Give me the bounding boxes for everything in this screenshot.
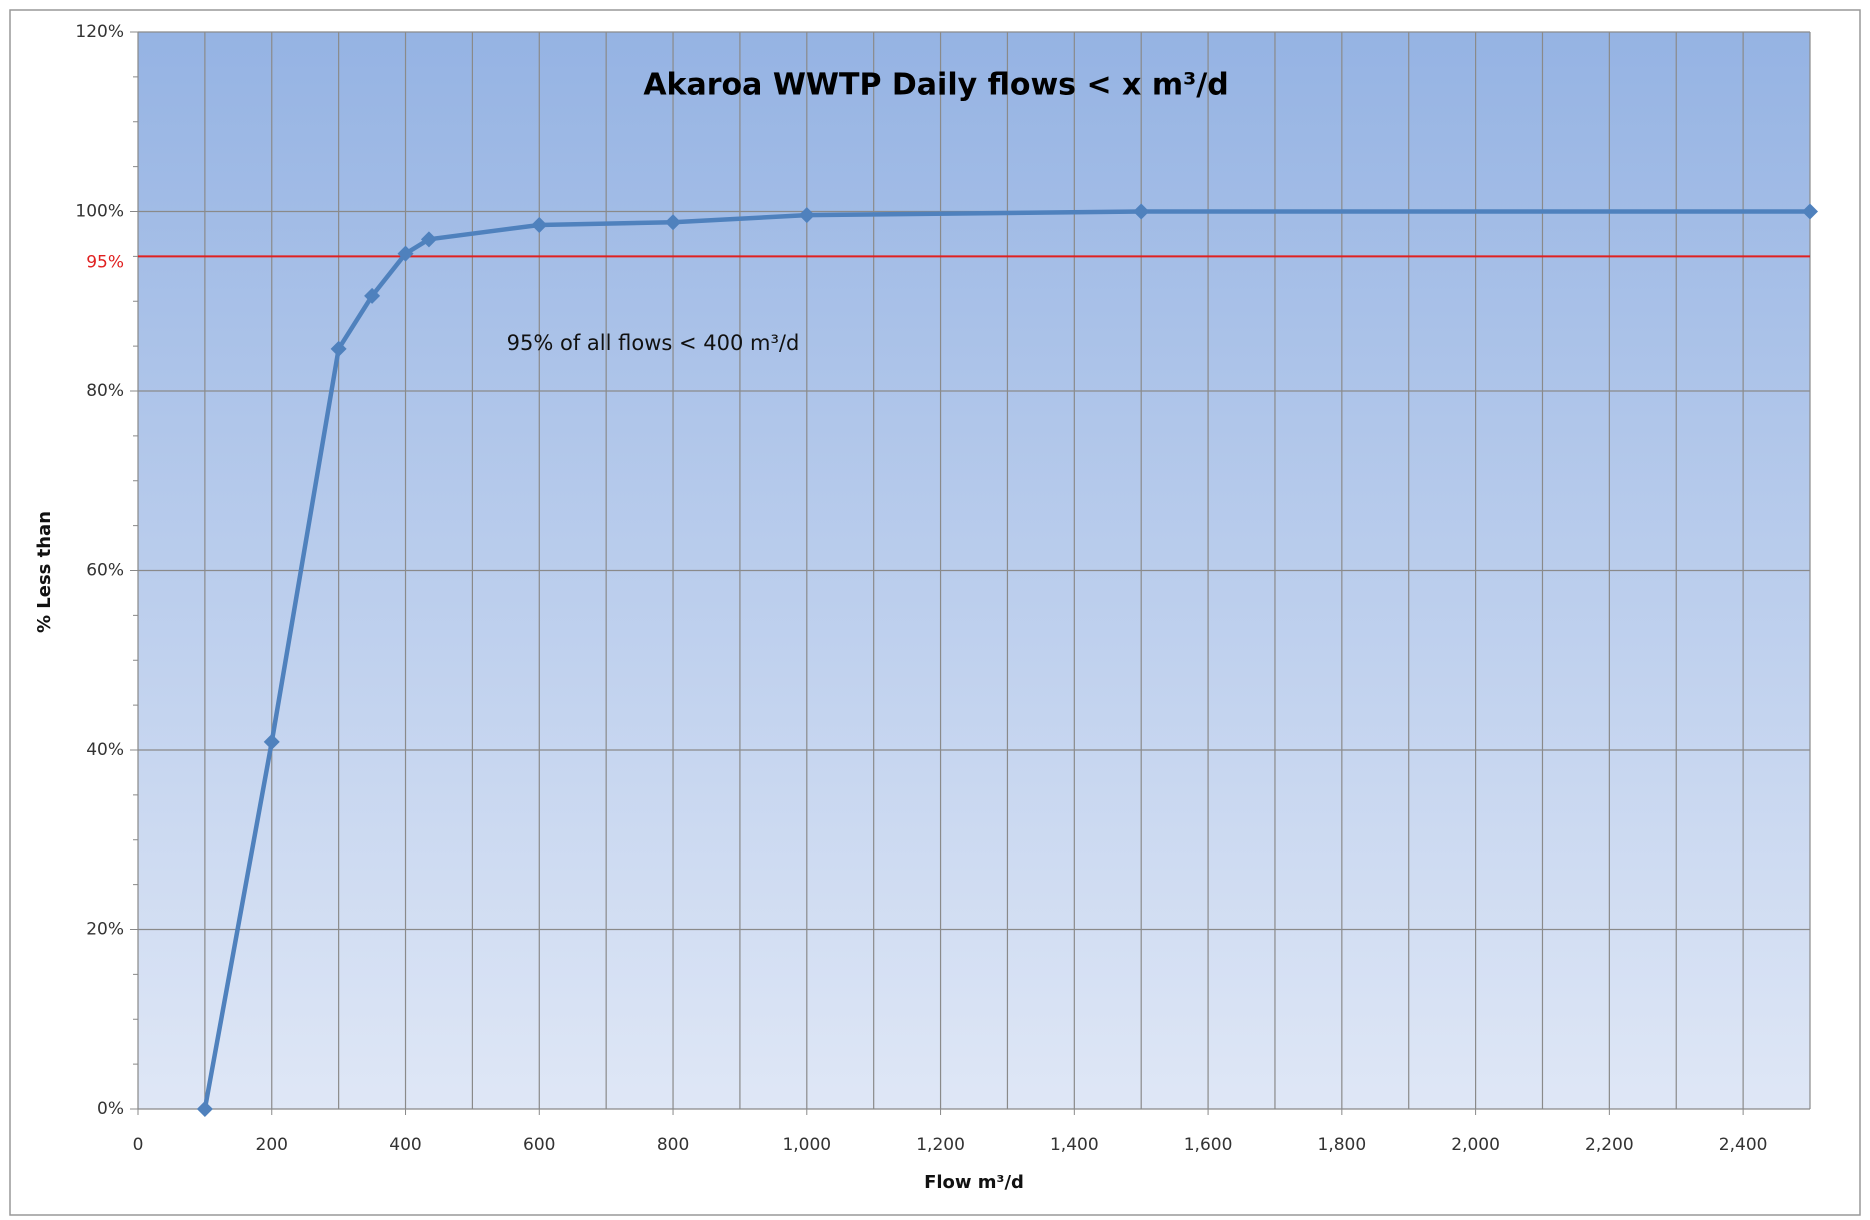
data-point <box>1802 203 1818 220</box>
data-point <box>330 340 347 357</box>
x-tick-label: 2,400 <box>1719 1135 1768 1155</box>
x-tick-label: 1,200 <box>916 1135 965 1155</box>
data-point <box>196 1101 213 1117</box>
data-point <box>364 287 381 304</box>
chart-title: Akaroa WWTP Daily flows < x m³/d <box>643 68 1228 103</box>
x-tick-label: 200 <box>256 1135 288 1155</box>
y-tick-label: 80% <box>86 381 124 401</box>
x-tick-label: 1,000 <box>782 1135 831 1155</box>
annotation: 95% of all flows < 400 m³/d <box>507 331 800 355</box>
y-tick-label: 100% <box>75 202 124 222</box>
reference-label: 95% <box>86 252 124 272</box>
x-tick-label: 800 <box>657 1135 689 1155</box>
data-point <box>531 216 548 233</box>
y-tick-label: 120% <box>75 22 124 42</box>
y-tick-label: 60% <box>86 561 124 581</box>
data-point <box>1133 203 1150 220</box>
x-tick-label: 400 <box>389 1135 421 1155</box>
y-tick-label: 40% <box>86 740 124 760</box>
data-point <box>397 245 414 262</box>
data-point <box>420 231 437 248</box>
x-tick-label: 600 <box>523 1135 555 1155</box>
x-tick-label: 1,800 <box>1318 1135 1367 1155</box>
x-axis-label: Flow m³/d <box>924 1172 1024 1193</box>
x-tick-label: 2,200 <box>1585 1135 1634 1155</box>
data-point <box>263 733 280 750</box>
y-tick-label: 0% <box>97 1099 124 1119</box>
data-point <box>798 207 815 224</box>
x-tick-label: 1,600 <box>1184 1135 1233 1155</box>
x-tick-label: 2,000 <box>1451 1135 1500 1155</box>
y-axis-label: % Less than <box>34 511 55 633</box>
data-point <box>665 214 682 231</box>
x-tick-label: 0 <box>133 1135 144 1155</box>
x-tick-label: 1,400 <box>1050 1135 1099 1155</box>
y-tick-label: 20% <box>86 920 124 940</box>
